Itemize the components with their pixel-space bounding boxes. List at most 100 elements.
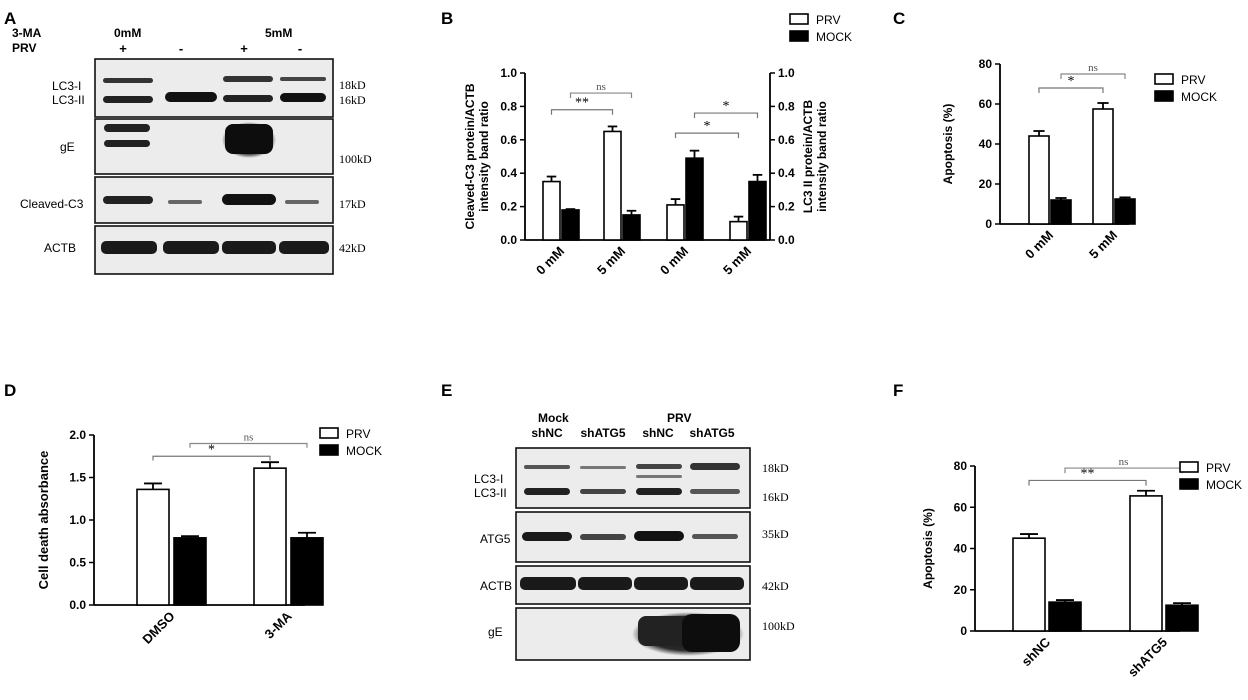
- x-tick-label: DMSO: [139, 609, 177, 647]
- legend-swatch-prv: [1154, 73, 1174, 85]
- panel-a-prv-sign-4: -: [298, 41, 302, 56]
- significance-label: ns: [596, 81, 606, 93]
- bar-prv: [1012, 537, 1046, 632]
- band: [223, 76, 273, 82]
- band: [690, 463, 740, 470]
- band: [103, 196, 153, 204]
- legend-label-prv: PRV: [816, 13, 840, 27]
- chart-panel-f: 0 20 40 60 80 Apoptosis (%) shNC shATG5 ** ns PRV M…: [921, 456, 1242, 680]
- significance-bracket: [1038, 87, 1104, 93]
- panel-a-lc3i-size: 18kD: [339, 78, 366, 92]
- significance-bracket: [189, 442, 308, 448]
- legend-swatch-mock: [1154, 90, 1174, 102]
- x-tick-label: shATG5: [1125, 635, 1170, 680]
- y-axis-label: Cleaved-C3 protein/ACTBintensity band ra…: [463, 83, 491, 229]
- legend-swatch-mock: [319, 444, 339, 456]
- panel-a-prv-sign-1: +: [119, 41, 127, 56]
- band: [222, 241, 276, 254]
- panel-b-letter: B: [441, 9, 453, 28]
- band: [103, 96, 153, 103]
- y-tick-label: 0.4: [500, 166, 517, 180]
- band: [682, 614, 740, 652]
- significance-bracket: [1060, 73, 1126, 79]
- y-tick-label: 0.6: [500, 133, 517, 147]
- band: [524, 488, 570, 495]
- legend-label-prv: PRV: [1181, 73, 1205, 87]
- x-tick-label: 3-MA: [262, 608, 296, 642]
- panel-a-prv-label: PRV: [12, 41, 36, 55]
- legend-swatch-prv: [1179, 461, 1199, 473]
- bar-prv: [729, 220, 748, 241]
- legend-label-mock: MOCK: [1206, 478, 1242, 492]
- y-tick-label: 0: [960, 624, 967, 638]
- panel-a-c3-size: 17kD: [339, 197, 366, 211]
- y-tick-label: 1.0: [500, 66, 517, 80]
- y-tick-label: 80: [954, 459, 968, 473]
- y-axis-label: Cell death absorbance: [36, 451, 51, 590]
- x-tick-label: 5 mM: [594, 244, 628, 278]
- y-tick-label: 0.2: [500, 200, 517, 214]
- significance-bracket: [550, 109, 614, 115]
- y-tick-label: 80: [979, 57, 993, 71]
- panel-a-ge-label: gE: [60, 140, 75, 154]
- bar-mock: [561, 209, 580, 241]
- band: [222, 194, 276, 205]
- panel-e-lc3-blot: [515, 447, 751, 509]
- panel-e-letter: E: [441, 381, 452, 400]
- panel-a-lc3ii-label: LC3-II: [52, 93, 85, 107]
- band: [225, 124, 273, 154]
- panel-a-actb-size: 42kD: [339, 241, 366, 255]
- significance-bracket: [674, 132, 740, 139]
- band: [524, 465, 570, 469]
- panel-e-group-mock: Mock: [538, 411, 569, 425]
- panel-e-lane-2: shATG5: [580, 426, 625, 440]
- band: [223, 95, 273, 102]
- y-tick-label: 1.5: [69, 471, 86, 485]
- band: [690, 577, 744, 590]
- panel-a-lc3ii-size: 16kD: [339, 93, 366, 107]
- x-tick-label: 5 mM: [1086, 228, 1120, 262]
- significance-bracket: [569, 92, 633, 99]
- band: [636, 464, 682, 469]
- band: [634, 531, 684, 541]
- y-axis-label: Apoptosis (%): [921, 508, 935, 589]
- panel-a-treatment-label: 3-MA: [12, 26, 42, 40]
- bar-mock: [1165, 604, 1199, 632]
- bar-prv: [666, 204, 685, 241]
- panel-a-dose-0mm: 0mM: [114, 26, 141, 40]
- significance-label: **: [575, 96, 589, 111]
- band: [522, 532, 572, 541]
- x-tick-label: 0 mM: [657, 244, 691, 278]
- significance-label: ns: [244, 432, 254, 444]
- x-tick-label: shNC: [1019, 634, 1054, 669]
- significance-label: ns: [1119, 456, 1129, 468]
- bar-prv: [603, 130, 622, 241]
- y-tick-label: 40: [979, 137, 993, 151]
- y-tick-label: 0.0: [69, 598, 86, 612]
- legend-swatch-mock: [789, 30, 809, 42]
- band: [690, 489, 740, 494]
- band: [580, 466, 626, 469]
- y-tick-label: 20: [954, 583, 968, 597]
- bar-prv: [542, 180, 561, 241]
- band: [634, 577, 688, 590]
- y-tick-label-right: 0.0: [778, 233, 795, 247]
- significance-bracket: [152, 455, 271, 461]
- y-tick-label-right: 0.6: [778, 133, 795, 147]
- legend-swatch-prv: [319, 427, 339, 439]
- panel-e-lc3i-label: LC3-I: [474, 472, 503, 486]
- bar-mock: [173, 537, 207, 606]
- y-tick-label: 2.0: [69, 428, 86, 442]
- panel-e-lane-1: shNC: [531, 426, 563, 440]
- band: [636, 488, 682, 495]
- chart-panel-c: 0 20 40 60 80 Apoptosis (%) 0 mM 5 mM * ns PRV MOCK: [941, 57, 1217, 262]
- band: [163, 241, 219, 254]
- legend-label-mock: MOCK: [816, 30, 852, 44]
- y-tick-label-right: 0.4: [778, 166, 795, 180]
- significance-bracket: [693, 112, 759, 119]
- legend-swatch-mock: [1179, 478, 1199, 490]
- y-axis-label-right: LC3 II protein/ACTBintensity band ratio: [801, 100, 829, 214]
- legend-label-prv: PRV: [346, 427, 370, 441]
- panel-a-prv-sign-3: +: [240, 41, 248, 56]
- panel-e-atg5-label: ATG5: [480, 532, 511, 546]
